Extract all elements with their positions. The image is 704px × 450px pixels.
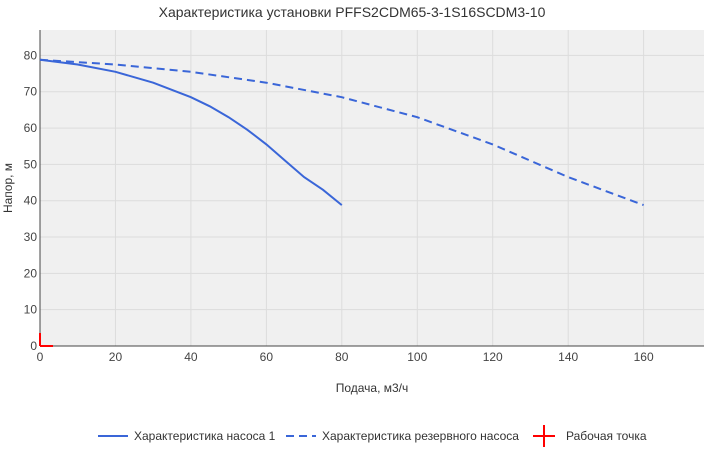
y-tick-label: 70	[24, 85, 38, 99]
reserve-pump-curve	[39, 58, 644, 207]
x-tick-label: 120	[483, 350, 503, 364]
operating-point-marker	[39, 333, 53, 347]
y-tick-label: 50	[24, 157, 38, 171]
y-tick-label: 20	[24, 266, 38, 280]
legend-item-operating-point: Рабочая точка	[533, 425, 647, 447]
x-axis-title: Подача, м3/ч	[336, 381, 409, 395]
x-tick-label: 160	[634, 350, 654, 364]
legend: Характеристика насоса 1 Характеристика ре…	[98, 425, 647, 447]
legend-label: Характеристика насоса 1	[134, 429, 276, 443]
legend-item-pump-1: Характеристика насоса 1	[98, 429, 276, 443]
series-layer	[39, 58, 644, 347]
y-tick-label: 80	[24, 48, 38, 62]
x-tick-label: 100	[407, 350, 427, 364]
x-tick-label: 20	[109, 350, 123, 364]
y-tick-label: 40	[24, 194, 38, 208]
y-tick-label: 0	[30, 339, 37, 353]
y-tick-label: 30	[24, 230, 38, 244]
plot-area	[40, 30, 704, 346]
y-axis-title: Напор, м	[1, 163, 15, 213]
legend-label: Рабочая точка	[566, 429, 647, 443]
x-tick-label: 60	[260, 350, 274, 364]
legend-label: Характеристика резервного насоса	[322, 429, 519, 443]
tick-labels: 0 20 40 60 80 100 120 140 160 0 10 20 30 40 50 60 70 80	[24, 48, 654, 364]
x-tick-label: 40	[184, 350, 198, 364]
legend-item-reserve-pump: Характеристика резервного насоса	[286, 429, 519, 443]
axes	[39, 30, 704, 347]
x-tick-label: 0	[37, 350, 44, 364]
pump-1-curve	[39, 58, 343, 206]
chart-title: Характеристика установки PFFS2CDM65-3-1S…	[159, 4, 546, 20]
x-tick-label: 80	[335, 350, 349, 364]
x-tick-label: 140	[558, 350, 578, 364]
y-tick-label: 60	[24, 121, 38, 135]
grid-lines	[40, 30, 704, 346]
y-tick-label: 10	[24, 303, 38, 317]
